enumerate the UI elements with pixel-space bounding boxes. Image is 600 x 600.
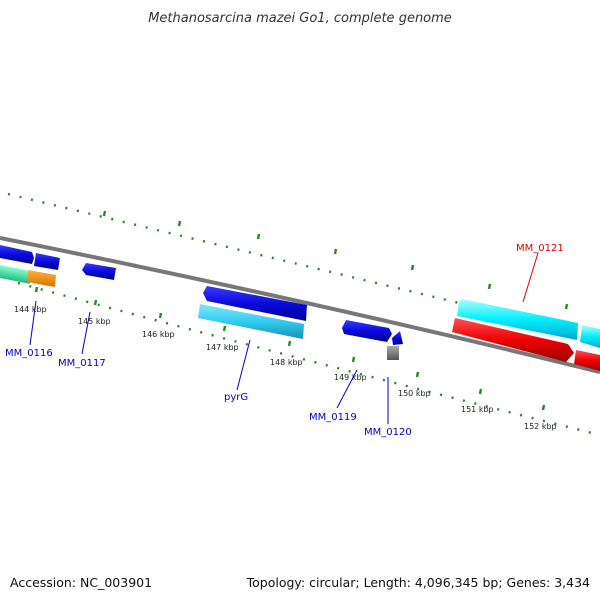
leader-mm0119	[336, 369, 358, 409]
inner-tick-dots	[17, 281, 600, 437]
leader-mm0117	[81, 311, 91, 355]
gene-feature-gray	[387, 346, 399, 360]
inner-tick	[222, 325, 227, 332]
gene-label-mm0120: MM_0120	[364, 427, 412, 438]
tick-label: 152 kbp	[524, 422, 557, 431]
tick-label: 151 kbp	[461, 405, 494, 414]
gene-label-mm0117: MM_0117	[58, 358, 106, 369]
gene-feature-mm0117	[82, 263, 116, 280]
topology-text: Topology: circular; Length: 4,096,345 bp…	[246, 575, 590, 590]
gene-feature-blue	[34, 253, 60, 270]
gene-feature-mm0121-red	[452, 318, 574, 362]
inner-tick	[351, 356, 356, 363]
outer-tick	[410, 264, 415, 271]
gene-feature-teal	[0, 265, 30, 284]
gene-feature-mm0119	[342, 320, 392, 342]
outer-tick	[177, 220, 182, 227]
leader-mm0116	[29, 300, 37, 346]
tick-labels: 144 kbp 145 kbp 146 kbp 147 kbp 148 kbp …	[14, 305, 557, 431]
outer-tick	[102, 210, 107, 217]
tick-label: 146 kbp	[142, 330, 175, 339]
tick-label: 144 kbp	[14, 305, 47, 314]
outer-tick	[487, 283, 492, 290]
tick-label: 148 kbp	[270, 358, 303, 367]
inner-tick	[541, 404, 546, 411]
outer-tick	[333, 248, 338, 255]
inner-tick	[478, 388, 483, 395]
inner-tick	[93, 299, 98, 306]
tick-label: 147 kbp	[206, 343, 239, 352]
gene-feature-red-right	[574, 350, 600, 371]
gene-labels: MM_0116 MM_0117 pyrG MM_0119 MM_0120 MM_…	[5, 243, 564, 438]
gene-feature-mm0121-cyan	[457, 299, 578, 340]
tick-label: 149 kbp	[334, 373, 367, 382]
genome-backbone	[0, 236, 600, 374]
gene-feature-orange	[27, 270, 56, 287]
label-leaders	[29, 252, 539, 424]
inner-tick	[415, 371, 420, 378]
gene-label-mm0121: MM_0121	[516, 243, 564, 254]
tick-label: 145 kbp	[78, 317, 111, 326]
inner-tick-ring	[17, 281, 600, 437]
leader-mm0121	[522, 252, 539, 303]
gene-label-pyrg: pyrG	[224, 392, 248, 403]
outer-tick	[256, 233, 261, 240]
tick-label: 150 kbp	[398, 389, 431, 398]
gene-label-mm0116: MM_0116	[5, 348, 53, 359]
gene-feature-mm0120	[392, 331, 403, 345]
leader-pyrg	[236, 339, 251, 391]
inner-tick	[158, 312, 163, 319]
gene-label-mm0119: MM_0119	[309, 412, 357, 423]
outer-tick	[564, 303, 569, 310]
gene-feature-pyrg-blue	[203, 286, 307, 321]
gene-feature-cyan-right	[580, 325, 600, 348]
gene-feature-blue	[0, 245, 34, 264]
inner-tick	[287, 340, 292, 347]
map-title: Methanosarcina mazei Go1, complete genom…	[148, 11, 452, 26]
inner-tick	[34, 286, 39, 293]
accession-text: Accession: NC_003901	[10, 575, 153, 590]
gene-feature-pyrg-cyan	[198, 304, 304, 339]
